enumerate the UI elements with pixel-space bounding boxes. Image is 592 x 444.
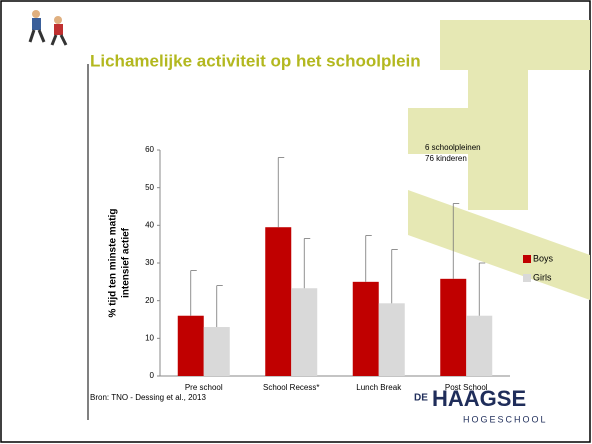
- y-tick-label: 60: [145, 145, 154, 154]
- bar: [291, 288, 317, 376]
- logo-prefix: DE: [414, 393, 428, 404]
- bar: [178, 316, 204, 376]
- annotation: 6 schoolpleinen: [425, 143, 481, 152]
- x-tick-label: Pre school: [185, 383, 223, 392]
- bar: [379, 303, 405, 376]
- y-tick-label: 10: [145, 333, 154, 342]
- legend-swatch: [523, 255, 531, 263]
- source-note: Bron: TNO - Dessing et al., 2013: [90, 393, 206, 402]
- annotation: 76 kinderen: [425, 154, 467, 163]
- y-axis-title: % tijd ten minste matig: [108, 209, 119, 318]
- icon-head: [54, 16, 62, 24]
- y-tick-label: 20: [145, 296, 154, 305]
- y-axis-title: intensief actief: [121, 227, 132, 298]
- x-tick-label: School Recess*: [263, 383, 319, 392]
- y-tick-label: 50: [145, 183, 154, 192]
- bar: [466, 316, 492, 376]
- icon-body: [32, 18, 41, 30]
- x-tick-label: Lunch Break: [356, 383, 402, 392]
- slide-title: Lichamelijke activiteit op het schoolple…: [90, 51, 421, 70]
- legend-label: Boys: [533, 253, 554, 263]
- y-tick-label: 40: [145, 220, 154, 229]
- y-tick-label: 30: [145, 258, 154, 267]
- logo-sub: HOGESCHOOL: [463, 414, 548, 424]
- icon-body: [54, 24, 63, 35]
- icon-head: [32, 10, 40, 18]
- y-tick-label: 0: [150, 371, 155, 380]
- bar: [204, 327, 230, 376]
- bar: [353, 282, 379, 376]
- x-tick-label: Post School: [445, 383, 488, 392]
- bar: [265, 227, 291, 376]
- legend-swatch: [523, 274, 531, 282]
- slide: Lichamelijke activiteit op het schoolple…: [0, 0, 592, 444]
- bar: [440, 279, 466, 376]
- legend-label: Girls: [533, 272, 552, 282]
